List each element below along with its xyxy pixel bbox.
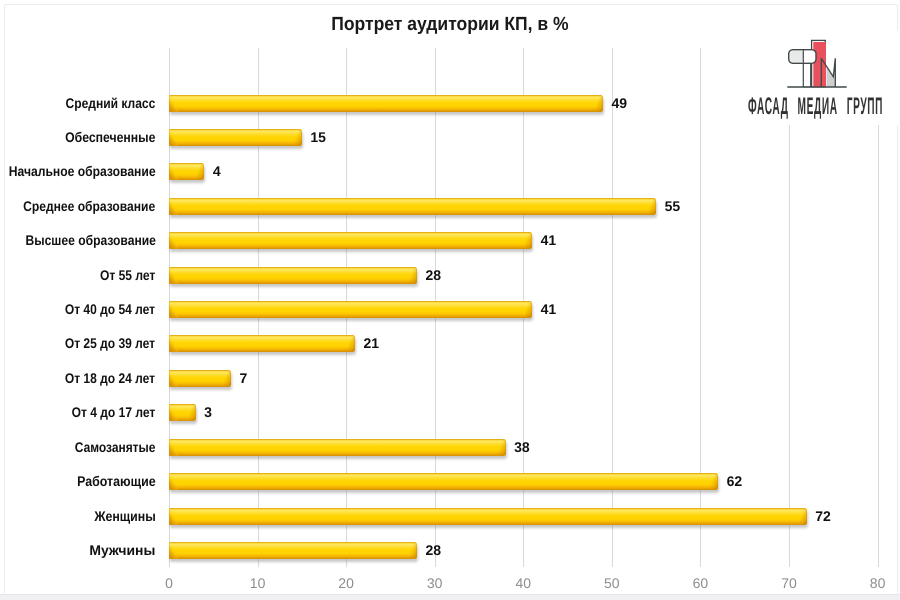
category-label: Начальное образование — [8, 163, 156, 180]
bar — [169, 266, 417, 284]
value-label: 41 — [540, 301, 557, 317]
bar — [169, 197, 657, 215]
value-label: 4 — [212, 163, 221, 180]
category-label: Женщины — [94, 507, 156, 524]
tick-label-x-80: 80 — [869, 574, 886, 591]
bar — [169, 369, 231, 387]
fasad-media-group-logo: ФАСАД МЕДИА ГРУПП — [735, 30, 900, 125]
gridline-x-80 — [877, 48, 879, 561]
tick-mark-x-80 — [877, 561, 879, 567]
bar — [169, 438, 506, 456]
bar — [169, 232, 533, 250]
category-label: От 40 до 54 лет — [65, 301, 156, 317]
category-label: Мужчины — [89, 542, 156, 558]
tick-mark-x-60 — [700, 561, 702, 567]
value-label: 72 — [815, 507, 831, 524]
bar — [169, 542, 417, 559]
category-label: Средний класс — [65, 94, 156, 111]
slide-bottom-strip — [0, 594, 900, 600]
bar — [169, 128, 302, 146]
tick-mark-x-10 — [257, 561, 259, 567]
category-label: От 25 до 39 лет — [65, 335, 156, 352]
value-label: 62 — [726, 473, 743, 490]
chart-title: Портрет аудитории КП, в % — [331, 13, 569, 35]
tick-label-x-50: 50 — [604, 574, 620, 591]
tick-label-x-0: 0 — [165, 574, 173, 591]
tick-mark-x-70 — [789, 561, 790, 567]
bar — [169, 473, 719, 491]
tick-label-x-10: 10 — [249, 574, 266, 591]
category-label: Самозанятые — [74, 438, 156, 455]
bar — [169, 335, 355, 353]
bar — [169, 94, 603, 112]
tick-label-x-70: 70 — [781, 574, 797, 591]
tick-mark-x-50 — [611, 561, 613, 567]
value-label: 55 — [664, 197, 681, 214]
logo-text: ФАСАД МЕДИА ГРУПП — [748, 92, 884, 120]
value-label: 21 — [363, 335, 380, 352]
tick-mark-x-0 — [169, 561, 170, 567]
value-label: 28 — [425, 542, 442, 558]
tick-label-x-40: 40 — [515, 574, 532, 591]
bar — [169, 507, 807, 525]
category-label: Работающие — [76, 473, 156, 490]
value-label: 38 — [514, 438, 530, 455]
value-label: 28 — [425, 266, 442, 283]
tick-label-x-60: 60 — [692, 574, 709, 591]
category-label: От 55 лет — [100, 266, 156, 283]
gridline-x-50 — [611, 48, 613, 561]
bar — [169, 404, 196, 422]
tick-label-x-20: 20 — [338, 574, 354, 591]
value-label: 41 — [540, 232, 557, 249]
fasad-media-group-logo-icon — [787, 39, 847, 88]
bar — [169, 301, 533, 318]
category-label: Среднее образование — [23, 197, 156, 214]
tick-mark-x-40 — [523, 561, 525, 567]
gridline-x-60 — [700, 48, 702, 561]
category-label: Обеспеченные — [65, 128, 156, 145]
tick-mark-x-20 — [346, 561, 348, 567]
tick-label-x-30: 30 — [426, 574, 443, 591]
value-label: 3 — [204, 404, 212, 421]
bar — [169, 163, 205, 181]
gridline-x-70 — [789, 48, 790, 561]
value-label: 49 — [611, 94, 628, 111]
value-label: 7 — [239, 369, 248, 386]
category-label: От 18 до 24 лет — [65, 369, 156, 386]
category-label: Высшее образование — [25, 232, 156, 249]
category-label: От 4 до 17 лет — [71, 404, 156, 421]
tick-mark-x-30 — [434, 561, 436, 567]
value-label: 15 — [310, 128, 326, 145]
